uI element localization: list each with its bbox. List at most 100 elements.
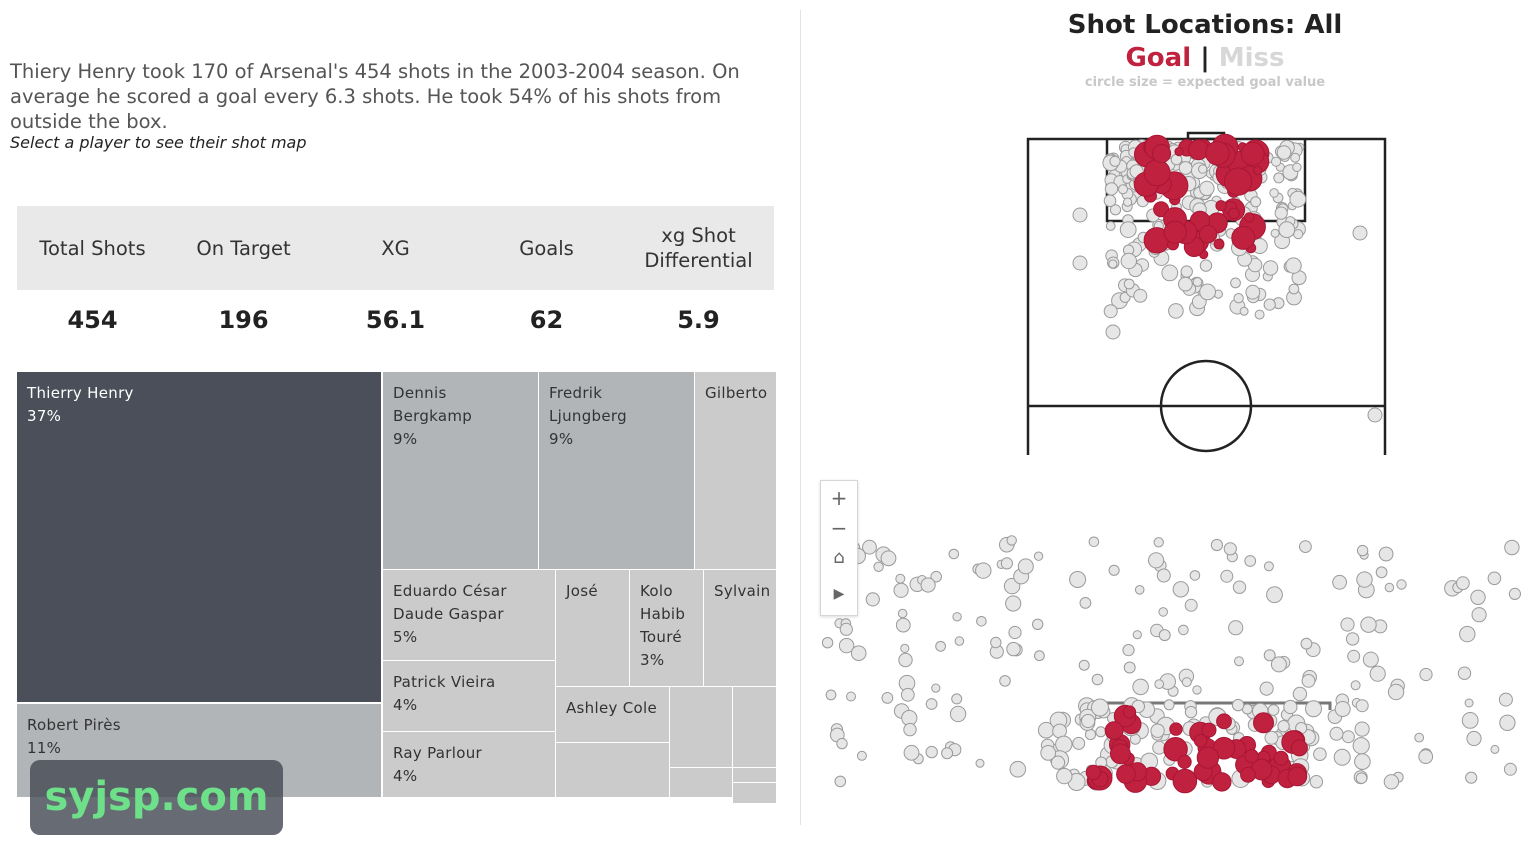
- miss-shot-point[interactable]: [1079, 597, 1092, 609]
- miss-shot-point[interactable]: [1276, 145, 1292, 160]
- goal-shot-point[interactable]: [1193, 733, 1208, 748]
- miss-shot-point[interactable]: [1329, 726, 1344, 741]
- goal-shot-point[interactable]: [1177, 754, 1192, 769]
- miss-shot-point[interactable]: [1120, 252, 1138, 270]
- miss-shot-point[interactable]: [1223, 542, 1237, 556]
- miss-shot-point[interactable]: [949, 705, 967, 723]
- miss-shot-point[interactable]: [1459, 625, 1476, 643]
- miss-shot-point[interactable]: [925, 745, 938, 759]
- miss-shot-point[interactable]: [941, 747, 954, 760]
- miss-shot-point[interactable]: [1006, 535, 1017, 546]
- miss-shot-point[interactable]: [1050, 755, 1066, 770]
- legend-goal[interactable]: Goal: [1125, 43, 1192, 73]
- goal-shot-point[interactable]: [1110, 743, 1131, 765]
- miss-shot-point[interactable]: [1267, 704, 1280, 716]
- miss-shot-point[interactable]: [1503, 762, 1517, 776]
- treemap-cell-thierry-henry[interactable]: Thierry Henry 37%: [16, 371, 382, 703]
- miss-shot-point[interactable]: [1264, 730, 1279, 745]
- goal-shot-point[interactable]: [1228, 207, 1240, 220]
- miss-shot-point[interactable]: [1078, 659, 1090, 671]
- goal-shot-point[interactable]: [1231, 225, 1256, 250]
- miss-shot-point[interactable]: [1362, 651, 1379, 668]
- miss-shot-point[interactable]: [1263, 649, 1276, 662]
- miss-shot-point[interactable]: [893, 582, 909, 598]
- miss-shot-point[interactable]: [1457, 666, 1472, 680]
- miss-shot-point[interactable]: [1355, 699, 1369, 713]
- miss-shot-point[interactable]: [1356, 571, 1373, 588]
- miss-shot-point[interactable]: [1108, 259, 1118, 269]
- miss-shot-point[interactable]: [954, 636, 965, 646]
- miss-shot-point[interactable]: [1300, 637, 1313, 650]
- miss-shot-point[interactable]: [1134, 585, 1145, 595]
- miss-shot-point[interactable]: [1220, 569, 1234, 583]
- miss-shot-point[interactable]: [1504, 539, 1520, 556]
- goal-shot-point[interactable]: [1213, 238, 1225, 250]
- miss-shot-point[interactable]: [1091, 673, 1104, 686]
- miss-shot-point[interactable]: [1189, 570, 1201, 581]
- treemap-cell-sylvain[interactable]: Sylvain: [703, 569, 777, 687]
- goal-shot-point[interactable]: [1201, 722, 1217, 738]
- miss-shot-point[interactable]: [1005, 595, 1022, 612]
- miss-shot-point[interactable]: [1278, 221, 1296, 239]
- miss-shot-point[interactable]: [1378, 546, 1394, 562]
- miss-shot-point[interactable]: [1419, 667, 1433, 682]
- miss-shot-point[interactable]: [1369, 665, 1386, 682]
- miss-shot-point[interactable]: [1199, 259, 1213, 272]
- miss-shot-point[interactable]: [999, 675, 1011, 687]
- miss-shot-point[interactable]: [898, 652, 913, 668]
- goal-shot-point[interactable]: [1163, 737, 1188, 762]
- goal-shot-point[interactable]: [1290, 739, 1308, 757]
- miss-shot-point[interactable]: [1288, 283, 1300, 295]
- treemap-cell-eduardo-cesar-daude-gaspar[interactable]: Eduardo César Daude Gaspar 5%: [382, 569, 556, 661]
- goal-shot-point[interactable]: [1244, 212, 1255, 223]
- miss-shot-point[interactable]: [1266, 586, 1283, 604]
- miss-shot-point[interactable]: [1119, 221, 1137, 238]
- goal-shot-point[interactable]: [1212, 772, 1232, 792]
- miss-shot-point[interactable]: [1341, 730, 1355, 744]
- miss-shot-point[interactable]: [1072, 255, 1088, 271]
- miss-shot-point[interactable]: [1464, 698, 1474, 708]
- miss-shot-point[interactable]: [1108, 564, 1120, 576]
- goal-shot-point[interactable]: [1253, 712, 1274, 734]
- treemap-cell-unlabeled[interactable]: [669, 767, 733, 798]
- miss-shot-point[interactable]: [1231, 698, 1245, 712]
- miss-shot-point[interactable]: [1354, 753, 1371, 770]
- miss-shot-point[interactable]: [1355, 772, 1368, 784]
- treemap-cell-unlabeled[interactable]: [555, 742, 670, 798]
- miss-shot-point[interactable]: [836, 737, 848, 750]
- miss-shot-point[interactable]: [1180, 265, 1193, 278]
- miss-shot-point[interactable]: [1305, 700, 1322, 718]
- miss-shot-point[interactable]: [1471, 607, 1487, 623]
- miss-shot-point[interactable]: [1199, 180, 1215, 197]
- miss-shot-point[interactable]: [948, 548, 960, 560]
- treemap-cell-dennis-bergkamp[interactable]: Dennis Bergkamp 9%: [382, 371, 539, 570]
- miss-shot-point[interactable]: [825, 689, 837, 701]
- miss-shot-point[interactable]: [895, 573, 906, 584]
- miss-shot-point[interactable]: [1178, 624, 1189, 636]
- goal-shot-point[interactable]: [1205, 141, 1230, 166]
- miss-shot-point[interactable]: [1156, 568, 1171, 583]
- miss-shot-point[interactable]: [1104, 182, 1119, 196]
- miss-shot-point[interactable]: [931, 683, 941, 693]
- miss-shot-point[interactable]: [1470, 589, 1486, 606]
- miss-shot-point[interactable]: [1263, 561, 1274, 572]
- miss-shot-point[interactable]: [1088, 536, 1100, 548]
- goal-shot-point[interactable]: [1215, 200, 1227, 212]
- miss-shot-point[interactable]: [1017, 558, 1034, 575]
- miss-shot-point[interactable]: [1499, 714, 1516, 732]
- miss-shot-point[interactable]: [1387, 683, 1405, 701]
- miss-shot-point[interactable]: [1109, 155, 1121, 167]
- miss-shot-point[interactable]: [1158, 629, 1171, 642]
- miss-shot-point[interactable]: [821, 637, 834, 649]
- miss-shot-point[interactable]: [1056, 767, 1073, 785]
- zoom-in-button[interactable]: +: [830, 486, 848, 510]
- miss-shot-point[interactable]: [1123, 197, 1133, 207]
- miss-shot-point[interactable]: [839, 622, 853, 636]
- miss-shot-point[interactable]: [1289, 190, 1307, 208]
- miss-shot-point[interactable]: [1456, 576, 1470, 591]
- miss-shot-point[interactable]: [1103, 194, 1117, 208]
- miss-shot-point[interactable]: [1383, 774, 1400, 790]
- miss-shot-point[interactable]: [1259, 681, 1274, 696]
- miss-shot-point[interactable]: [1233, 293, 1244, 304]
- miss-shot-point[interactable]: [895, 617, 911, 633]
